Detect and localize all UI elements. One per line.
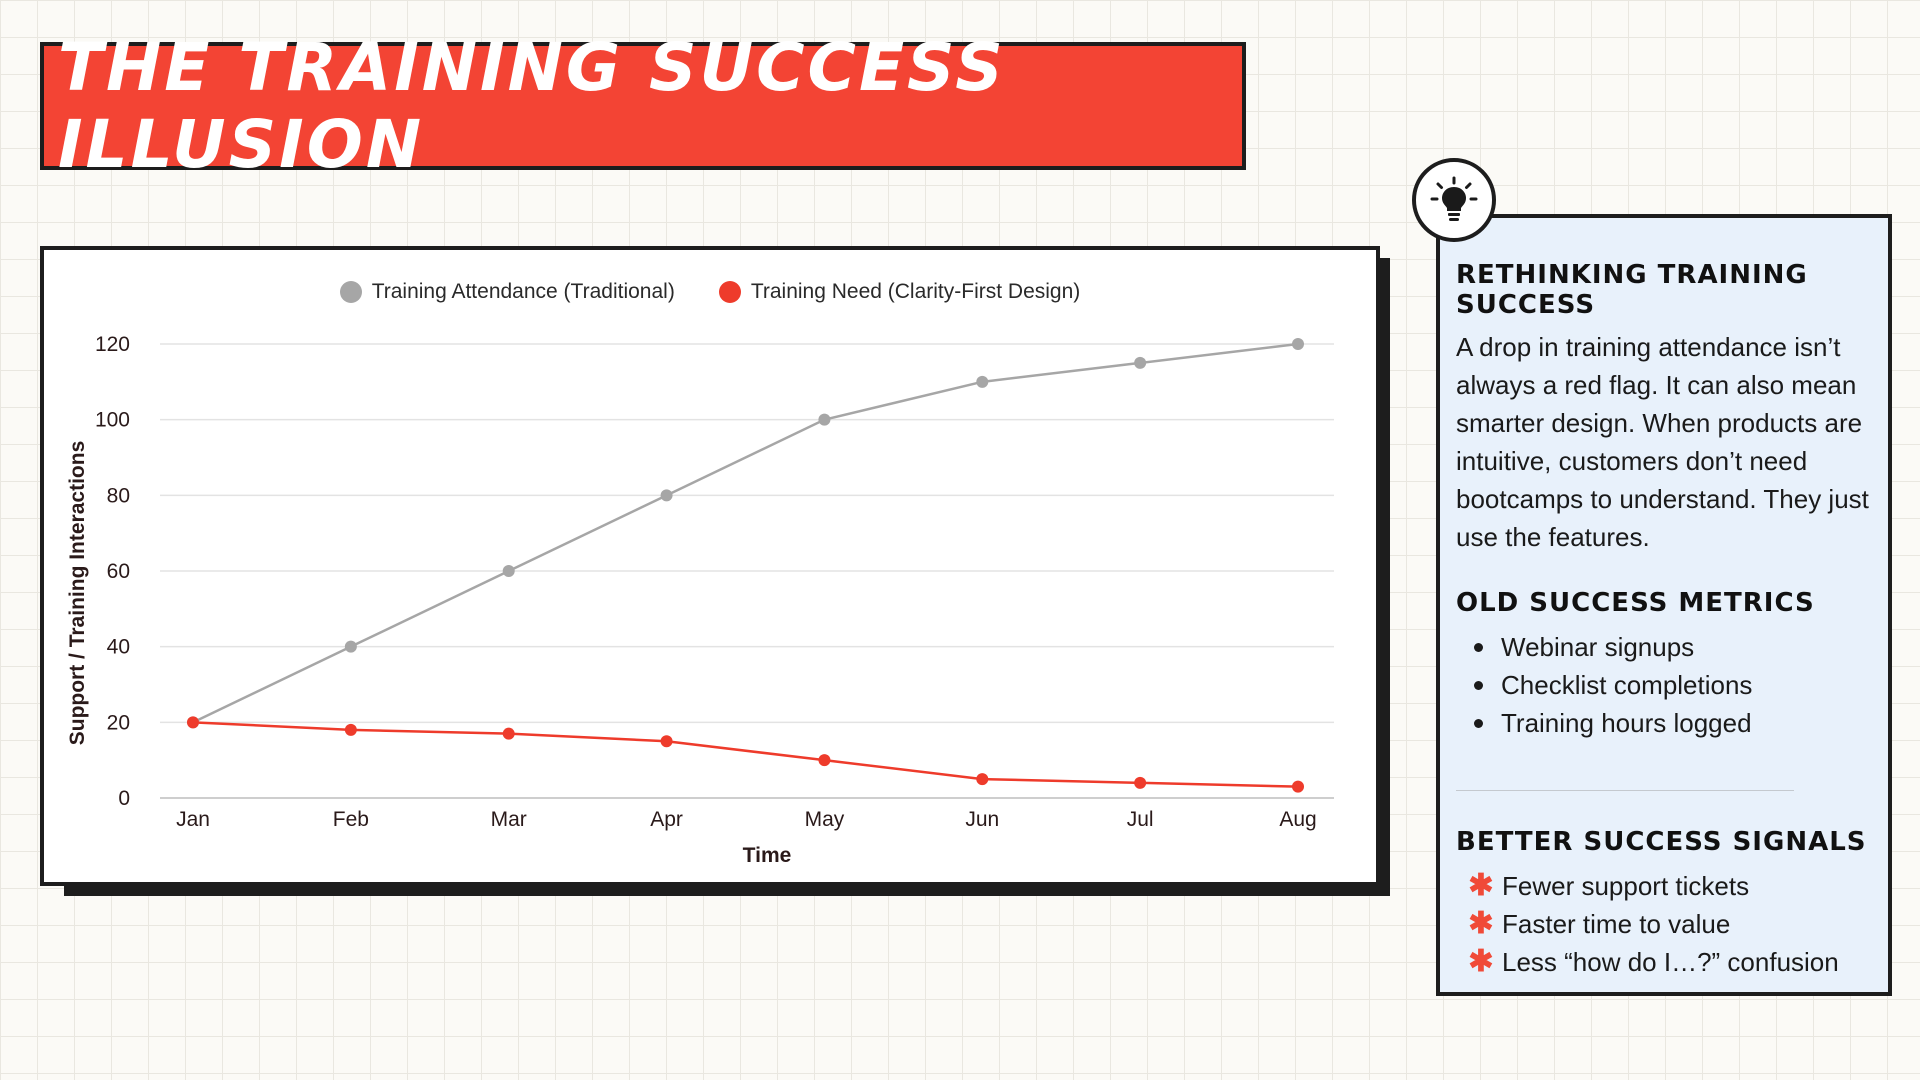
x-tick-label: Mar <box>491 808 527 831</box>
asterisk-icon: ✱ <box>1468 945 1494 978</box>
chart-legend: Training Attendance (Traditional) Traini… <box>44 280 1376 304</box>
section-divider <box>1456 790 1794 791</box>
x-tick-label: Apr <box>650 808 683 831</box>
old-metrics-section: OLD SUCCESS METRICS Webinar signups Chec… <box>1456 588 1874 742</box>
legend-item-attendance[interactable]: Training Attendance (Traditional) <box>339 280 675 304</box>
bullet-dot-icon <box>1474 642 1483 652</box>
y-tick-label: 120 <box>95 333 130 356</box>
data-point-series-1 <box>976 773 989 786</box>
list-item: ✱ Less “how do I…?” confusion <box>1466 943 1874 981</box>
list-item-text: Less “how do I…?” confusion <box>1502 947 1839 977</box>
list-item: ✱ Faster time to value <box>1466 905 1874 943</box>
y-tick-label: 60 <box>107 560 130 583</box>
list-item: Webinar signups <box>1474 628 1874 666</box>
data-point-series-0 <box>502 565 515 577</box>
list-item-text: Faster time to value <box>1502 909 1731 939</box>
asterisk-icon: ✱ <box>1468 869 1494 902</box>
legend-label-attendance: Training Attendance (Traditional) <box>371 280 675 303</box>
lightbulb-badge <box>1412 158 1496 242</box>
series-line-1 <box>192 721 1299 788</box>
asterisk-icon: ✱ <box>1468 907 1494 940</box>
x-tick-label: Jan <box>176 808 210 831</box>
y-axis-title: Support / Training Interactions <box>66 441 89 746</box>
y-tick-label: 0 <box>118 787 130 810</box>
list-item-text: Training hours logged <box>1501 708 1752 738</box>
data-point-series-1 <box>344 723 357 736</box>
data-point-series-1 <box>818 754 831 767</box>
legend-item-need[interactable]: Training Need (Clarity-First Design) <box>718 280 1081 304</box>
list-item-text: Fewer support tickets <box>1502 871 1750 901</box>
bullet-dot-icon <box>1474 680 1483 690</box>
better-signals-section: BETTER SUCCESS SIGNALS ✱ Fewer support ti… <box>1456 827 1874 981</box>
x-tick-label: Jul <box>1127 808 1154 831</box>
panel-paragraph: A drop in training attendance isn’t alwa… <box>1456 332 1869 552</box>
panel-heading-old-metrics: OLD SUCCESS METRICS <box>1456 588 1815 618</box>
data-point-series-1 <box>1134 776 1147 789</box>
data-point-series-1 <box>1292 780 1304 793</box>
data-point-series-0 <box>1292 338 1304 350</box>
bullet-dot-icon <box>1474 718 1483 728</box>
list-item-text: Webinar signups <box>1501 632 1695 662</box>
list-item-text: Checklist completions <box>1501 670 1753 700</box>
x-tick-label: Jun <box>965 808 999 831</box>
y-tick-label: 40 <box>107 636 130 659</box>
y-tick-label: 80 <box>107 484 130 507</box>
data-point-series-1 <box>502 727 515 740</box>
line-chart: 0 20 40 60 80 100 120 Jan Feb Mar Apr May Jun Jul Aug T… <box>66 333 1334 867</box>
data-point-series-0 <box>1134 356 1147 369</box>
insight-panel: RETHINKING TRAINING SUCCESS A drop in tr… <box>1436 214 1892 996</box>
x-axis-title: Time <box>743 844 792 867</box>
better-signals-list: ✱ Fewer support tickets ✱ Faster time to v… <box>1456 867 1874 981</box>
x-tick-label: Feb <box>333 808 369 831</box>
title-banner: THE TRAINING SUCCESS ILLUSION <box>40 29 1246 183</box>
x-tick-label: May <box>805 808 845 831</box>
data-point-series-0 <box>660 489 673 502</box>
list-item: Training hours logged <box>1474 704 1874 742</box>
data-point-series-0 <box>976 375 989 388</box>
legend-swatch-need <box>718 281 741 303</box>
data-point-series-1 <box>660 735 673 748</box>
lightbulb-icon <box>1430 176 1478 221</box>
old-metrics-list: Webinar signups Checklist completions Tr… <box>1456 628 1874 742</box>
page-title: THE TRAINING SUCCESS ILLUSION <box>58 29 1006 183</box>
chart-card: Training Attendance (Traditional) Traini… <box>40 246 1380 886</box>
panel-heading-better-signals: BETTER SUCCESS SIGNALS <box>1456 827 1867 857</box>
data-point-series-1 <box>187 716 199 729</box>
list-item: Checklist completions <box>1474 666 1874 704</box>
data-point-series-0 <box>344 640 357 653</box>
data-point-series-0 <box>818 413 831 426</box>
y-tick-label: 100 <box>95 409 130 432</box>
list-item: ✱ Fewer support tickets <box>1466 867 1874 905</box>
series-line-0 <box>192 342 1299 724</box>
y-tick-label: 20 <box>107 711 130 734</box>
x-tick-label: Aug <box>1279 808 1316 831</box>
legend-label-need: Training Need (Clarity-First Design) <box>750 280 1081 303</box>
legend-swatch-attendance <box>339 281 362 303</box>
panel-heading-rethinking: RETHINKING TRAINING SUCCESS <box>1456 260 1808 320</box>
